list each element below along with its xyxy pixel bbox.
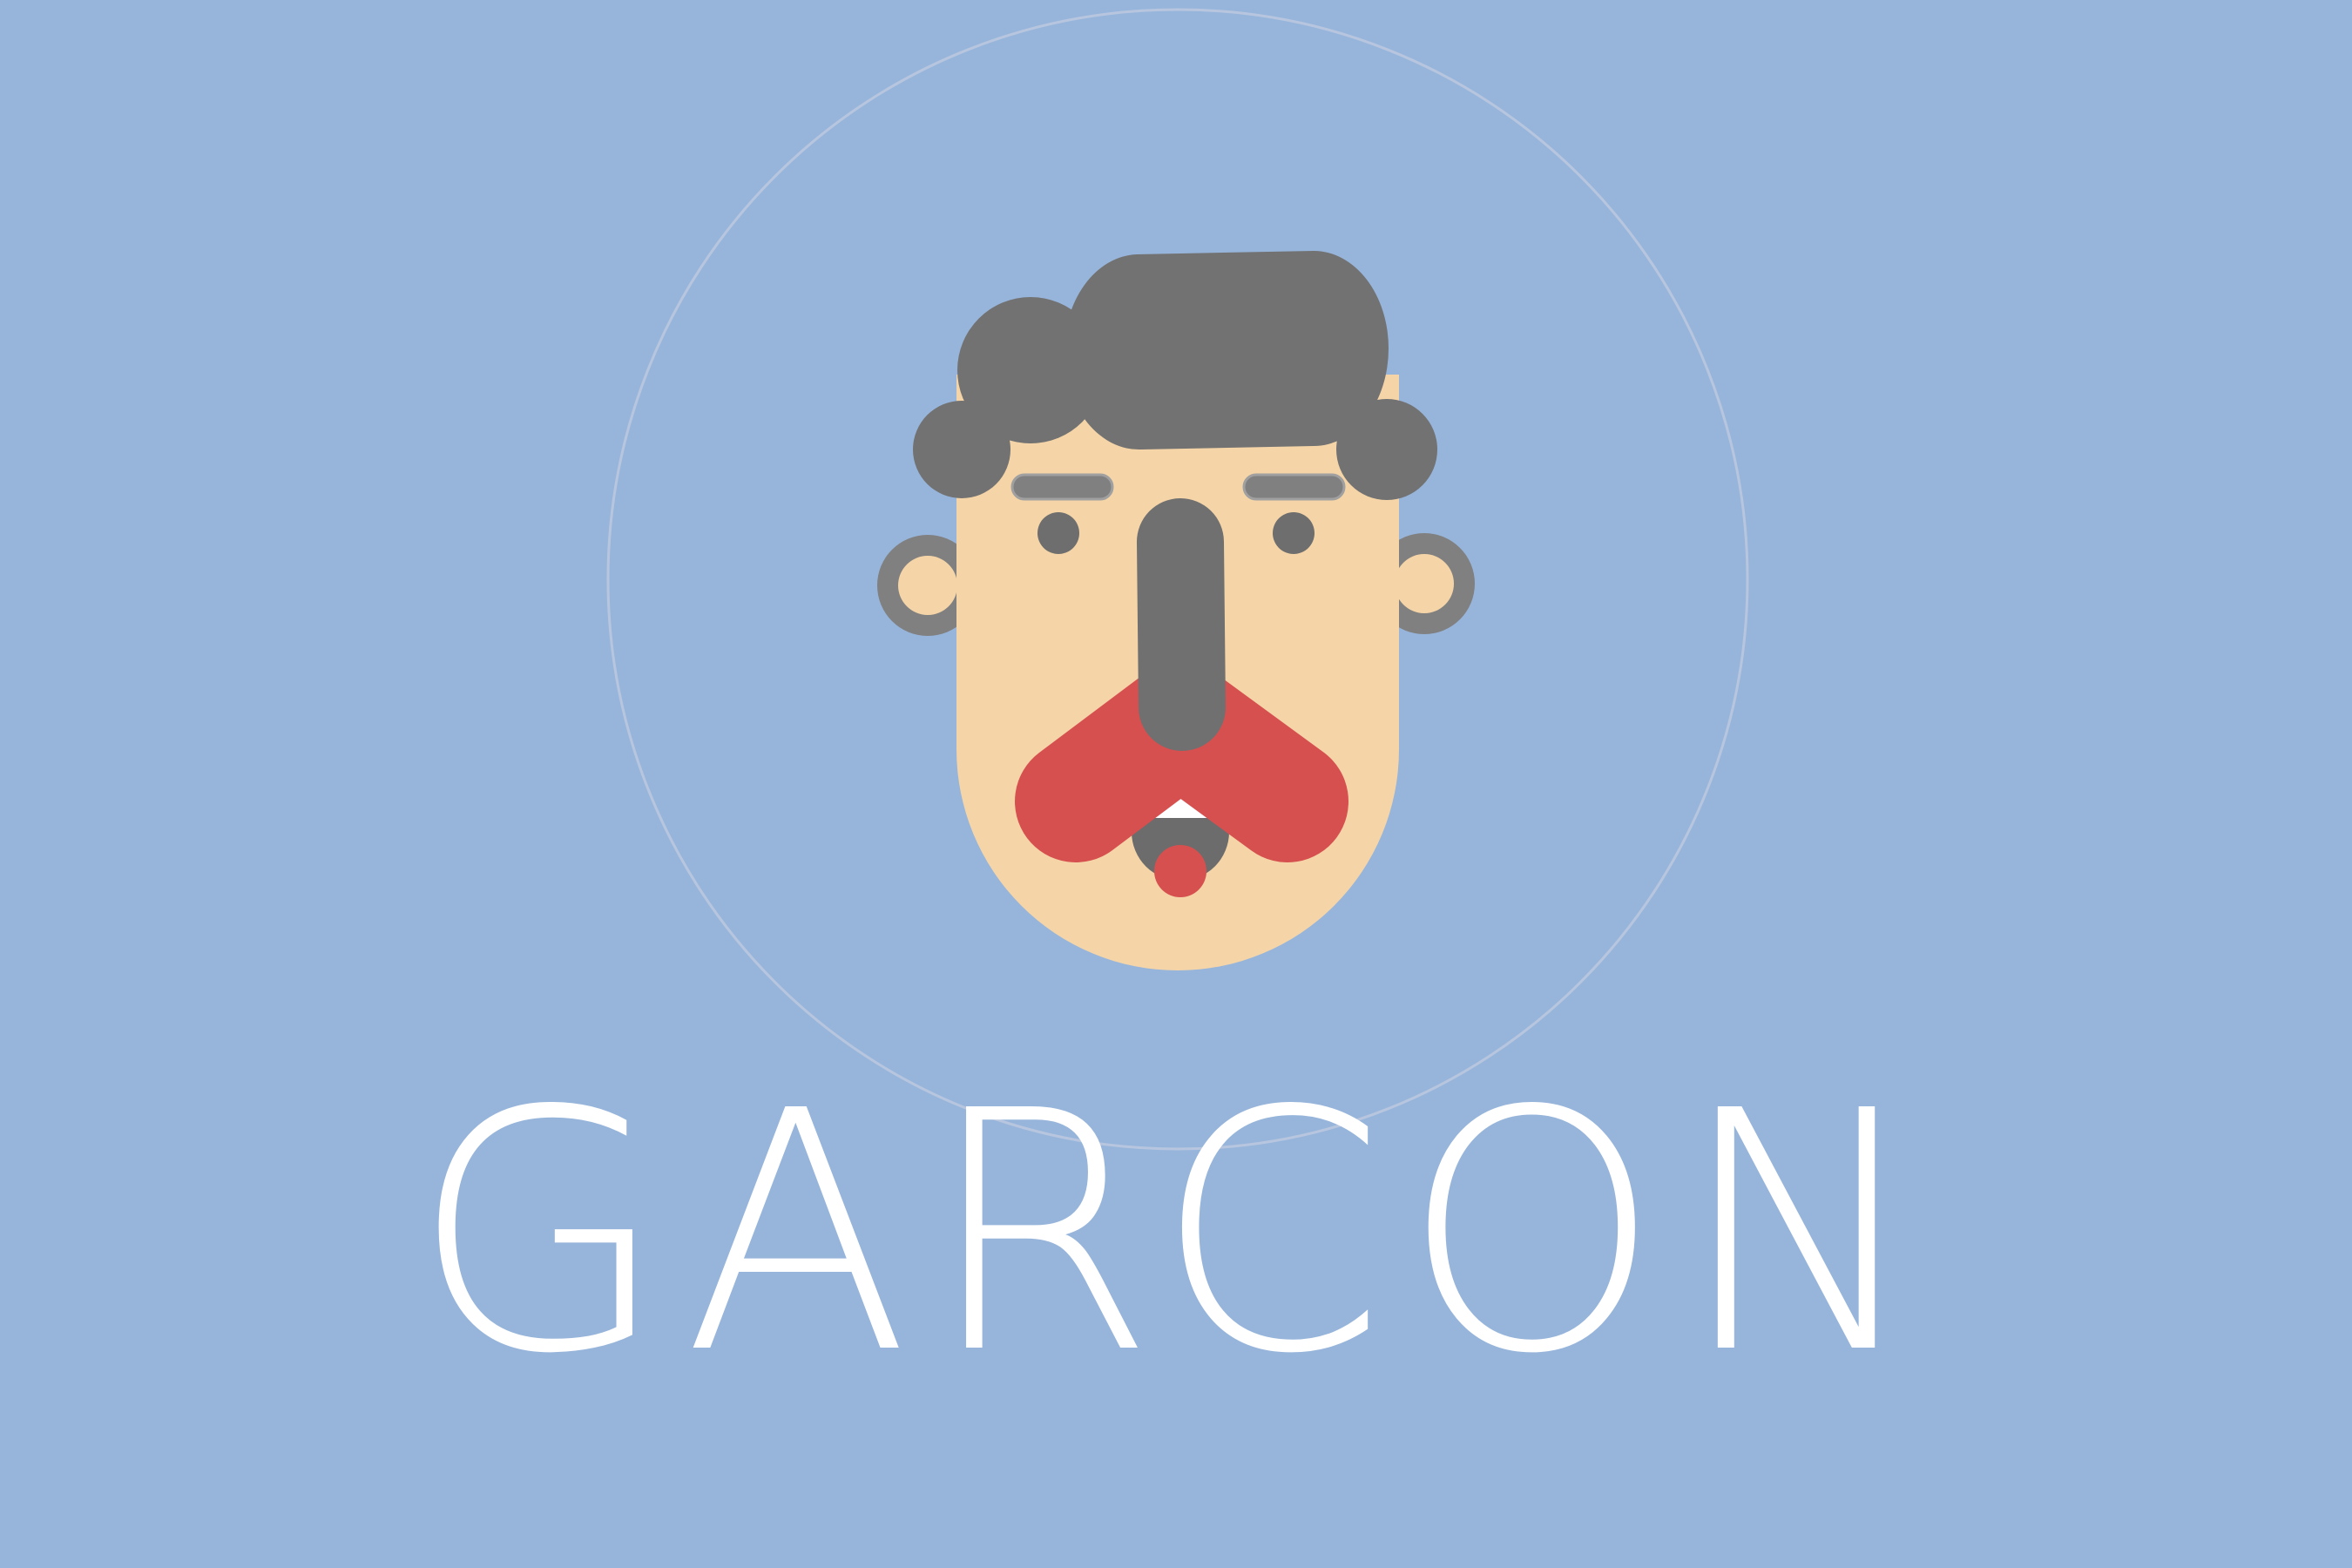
waiter-face-icon — [877, 251, 1475, 970]
left-eyebrow — [1010, 473, 1114, 501]
left-ear — [877, 535, 978, 636]
faint-background-circle — [606, 8, 1749, 1151]
logo-title: GARCON — [411, 1040, 1941, 1426]
right-eye — [1273, 512, 1315, 554]
hair — [913, 251, 1437, 500]
right-eyebrow — [1242, 473, 1346, 501]
nose — [1137, 498, 1226, 751]
left-eye — [1037, 512, 1079, 554]
